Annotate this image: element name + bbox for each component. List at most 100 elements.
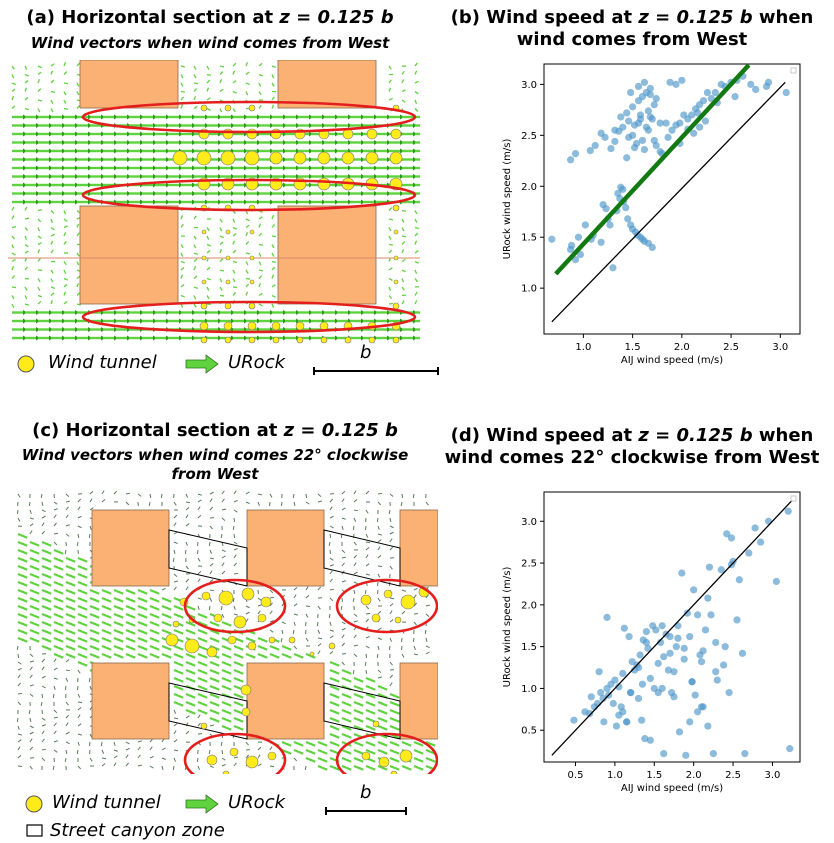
wind-vector [219, 227, 223, 232]
wind-vector [197, 692, 208, 699]
wind-tunnel-point [241, 587, 255, 601]
wind-vector [76, 209, 81, 214]
wind-vector [185, 668, 196, 675]
wind-vector [329, 506, 333, 511]
wind-vector [53, 548, 64, 555]
wind-vector [341, 748, 352, 755]
wind-vector [413, 740, 424, 747]
wind-vector [197, 765, 200, 770]
wind-vector [245, 291, 249, 296]
data-point [652, 141, 660, 150]
wind-vector [76, 105, 81, 109]
data-point [675, 728, 684, 736]
x-tick-label: 0.5 [568, 770, 584, 781]
wind-vector [137, 612, 148, 619]
wind-vector [329, 515, 334, 519]
wind-vector [206, 249, 211, 254]
wind-vector [53, 628, 64, 635]
wind-tunnel-point [199, 321, 209, 331]
wind-vector [41, 580, 52, 587]
wind-vector [37, 242, 42, 246]
wind-vector [258, 243, 264, 246]
street-canyon-zone [323, 529, 401, 587]
wind-vector [76, 252, 80, 257]
wind-vector [365, 533, 369, 538]
wind-vector [197, 620, 208, 627]
wind-vector [63, 283, 68, 288]
wind-vector [193, 295, 197, 300]
wind-vector [377, 597, 381, 602]
wind-vector [29, 620, 40, 627]
wind-vector [63, 225, 68, 229]
wind-vector [77, 515, 82, 519]
wind-vector [50, 218, 54, 223]
wind-vector [197, 570, 202, 575]
wind-vector [29, 636, 40, 643]
wind-vector [221, 660, 232, 667]
wind-vector [37, 99, 43, 102]
wind-vector [41, 564, 52, 571]
wind-vector [76, 749, 79, 755]
wind-vector [185, 541, 188, 546]
y-tick-label: 1.0 [521, 284, 537, 295]
wind-tunnel-point [271, 321, 281, 331]
wind-vector [137, 636, 148, 643]
wind-vector [50, 269, 54, 274]
wind-vector [180, 82, 184, 87]
wind-vector [65, 722, 69, 727]
wind-vector [353, 653, 358, 658]
wind-vector [17, 739, 22, 743]
wind-tunnel-point [341, 151, 355, 165]
wind-vector [329, 732, 340, 739]
wind-vector [353, 764, 364, 771]
data-point [548, 235, 556, 243]
wind-tunnel-point [200, 104, 208, 112]
wind-vector [389, 692, 400, 699]
data-point [600, 718, 608, 726]
wind-vector [233, 517, 236, 523]
wind-vector [401, 79, 405, 84]
data-point [640, 78, 649, 86]
data-point [694, 109, 702, 117]
wind-tunnel-point [366, 128, 378, 140]
wind-vector [24, 107, 30, 111]
wind-vector [305, 740, 316, 747]
wind-vector [17, 701, 22, 706]
wind-vector [50, 249, 54, 254]
wind-vector [364, 589, 367, 595]
data-point [634, 694, 643, 703]
legend-box [790, 67, 797, 74]
wind-vector [137, 620, 148, 627]
wind-vector [258, 62, 263, 67]
wind-vector [180, 266, 185, 271]
building-block [246, 662, 325, 740]
wind-vector [173, 692, 184, 699]
wind-vector [219, 241, 224, 246]
wind-vector [245, 218, 250, 222]
wind-vector [328, 541, 331, 547]
wind-vector [412, 637, 415, 643]
wind-vector [219, 65, 225, 68]
wind-vector [185, 715, 190, 719]
wind-vector [149, 738, 153, 743]
wind-vector [221, 764, 226, 767]
wind-vector [401, 241, 406, 245]
wind-vector [24, 250, 29, 254]
wind-vector [29, 666, 33, 671]
data-point [656, 638, 665, 647]
wind-vector [206, 286, 210, 291]
wind-tunnel-point [288, 636, 296, 644]
wind-vector [232, 525, 235, 531]
wind-vector [65, 659, 70, 663]
data-point [676, 119, 684, 127]
wind-vector [341, 507, 346, 511]
wind-vector [29, 523, 34, 527]
wind-vector [206, 87, 210, 92]
wind-vector [389, 724, 400, 731]
wind-vector [76, 91, 80, 96]
wind-vector [53, 722, 57, 727]
wind-vector [197, 676, 208, 683]
wind-vector [76, 82, 80, 87]
wind-tunnel-point [196, 150, 212, 166]
wind-vector [400, 501, 403, 507]
